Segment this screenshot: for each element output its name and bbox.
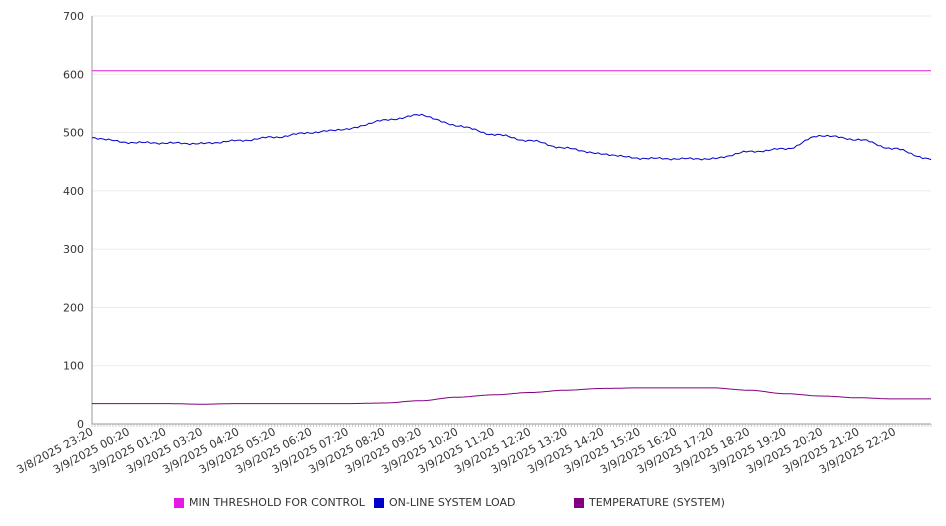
legend-label-temperature: TEMPERATURE (SYSTEM)	[589, 496, 725, 509]
legend-swatch-temperature	[574, 497, 584, 508]
y-tick-labels: 0 100 200 300 400 500 600 700	[63, 10, 84, 431]
legend: MIN THRESHOLD FOR CONTROL ON-LINE SYSTEM…	[0, 496, 946, 516]
y-tick-label: 400	[63, 185, 84, 198]
legend-label-system-load: ON-LINE SYSTEM LOAD	[389, 496, 516, 509]
legend-label-min-threshold: MIN THRESHOLD FOR CONTROL	[189, 496, 365, 509]
legend-item-temperature[interactable]: TEMPERATURE (SYSTEM)	[574, 496, 725, 509]
y-tick-label: 100	[63, 360, 84, 373]
y-tick-label: 700	[63, 10, 84, 23]
line-chart: 0 100 200 300 400 500 600 700 3/8/2025 23:203/9…	[15, 10, 932, 476]
y-tick-label: 500	[63, 127, 84, 140]
legend-swatch-system-load	[374, 497, 384, 508]
grid	[92, 15, 931, 367]
y-tick-label: 600	[63, 68, 84, 81]
series-lines	[91, 70, 932, 405]
legend-item-system-load[interactable]: ON-LINE SYSTEM LOAD	[374, 496, 515, 509]
y-tick-label: 0	[77, 418, 84, 431]
axes	[91, 16, 932, 427]
legend-item-min-threshold[interactable]: MIN THRESHOLD FOR CONTROL	[174, 496, 365, 509]
series-line-1	[91, 113, 932, 161]
y-tick-label: 300	[63, 243, 84, 256]
x-tick-labels: 3/8/2025 23:203/9/2025 00:203/9/2025 01:…	[15, 425, 898, 476]
y-tick-label: 200	[63, 301, 84, 314]
series-line-2	[92, 387, 931, 405]
legend-swatch-min-threshold	[174, 497, 184, 508]
